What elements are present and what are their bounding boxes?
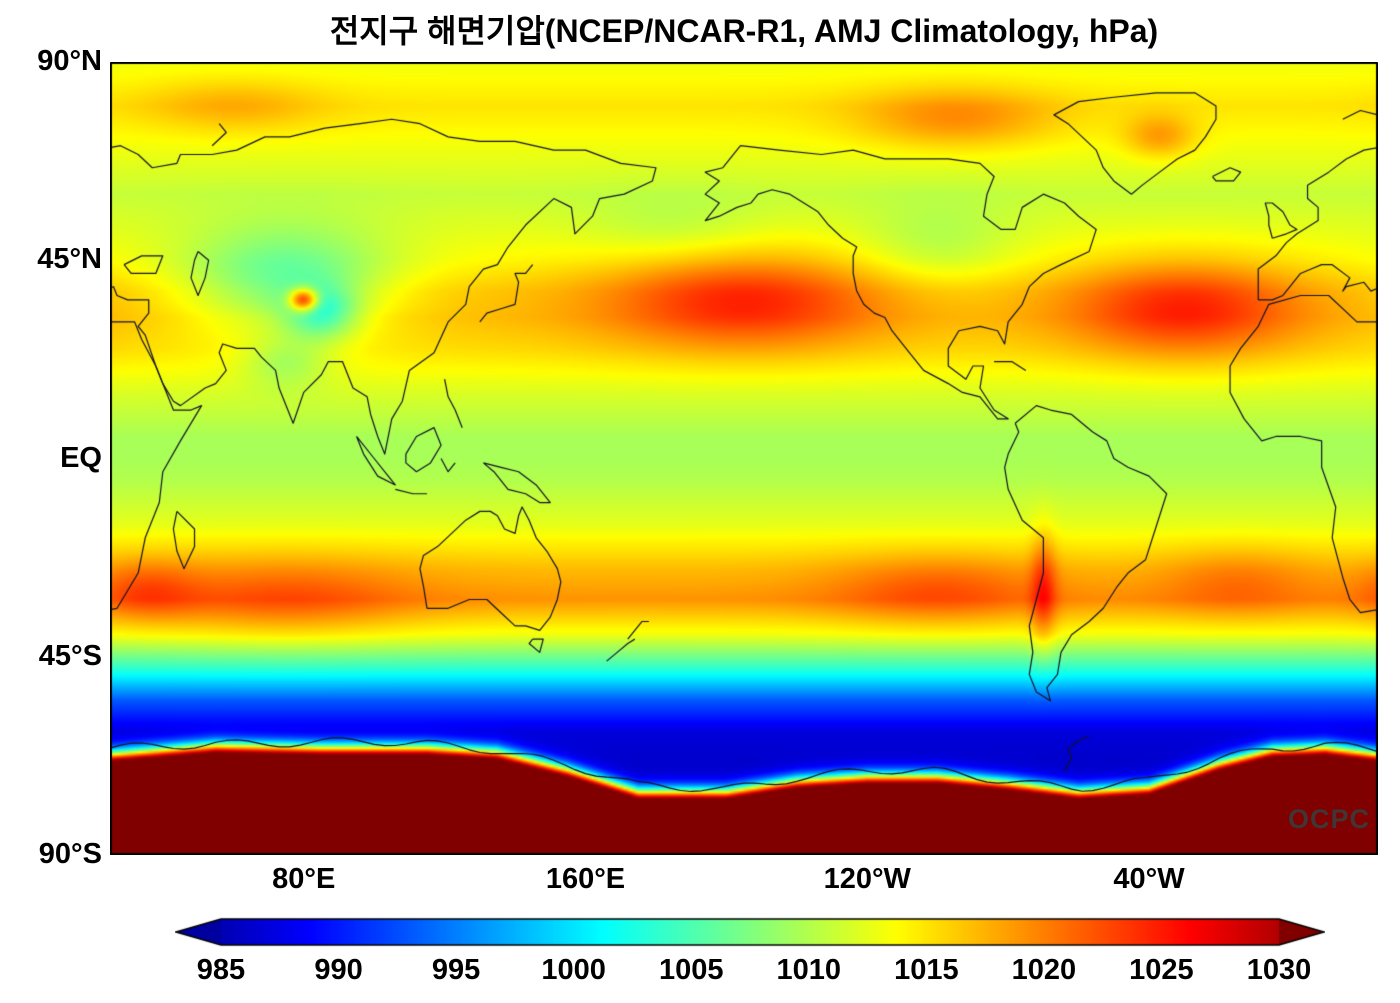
- watermark: OCPC: [1287, 804, 1370, 834]
- lon-tick-label: 160°E: [545, 863, 626, 895]
- lat-tick-label: 45°S: [38, 639, 102, 672]
- colorbar-tick-label: 1030: [1246, 954, 1312, 986]
- chart-title: 전지구 해면기압(NCEP/NCAR-R1, AMJ Climatology, …: [329, 13, 1159, 49]
- colorbar-tick-label: 995: [431, 954, 481, 986]
- lat-tick-label: 90°S: [38, 838, 102, 870]
- colorbar-tick-label: 1015: [894, 954, 959, 986]
- lat-tick-label: EQ: [60, 441, 102, 474]
- colorbar: [175, 916, 1325, 948]
- colorbar-tick-label: 1025: [1129, 954, 1194, 986]
- lat-tick-label: 90°N: [37, 45, 102, 77]
- lat-tick-label: 45°N: [37, 243, 102, 276]
- lon-tick-label: 80°E: [272, 863, 336, 895]
- colorbar-tick-label: 990: [314, 954, 363, 986]
- colorbar-tick-label: 1000: [541, 954, 606, 986]
- colorbar-tick-label: 985: [196, 954, 246, 986]
- lon-tick-label: 120°W: [823, 863, 911, 895]
- colorbar-tick-label: 1010: [776, 954, 842, 986]
- colorbar-tick-label: 1005: [658, 954, 724, 986]
- colorbar-tick-label: 1020: [1011, 954, 1077, 986]
- pressure-map-canvas: [110, 62, 1378, 855]
- lon-tick-label: 40°W: [1113, 863, 1185, 895]
